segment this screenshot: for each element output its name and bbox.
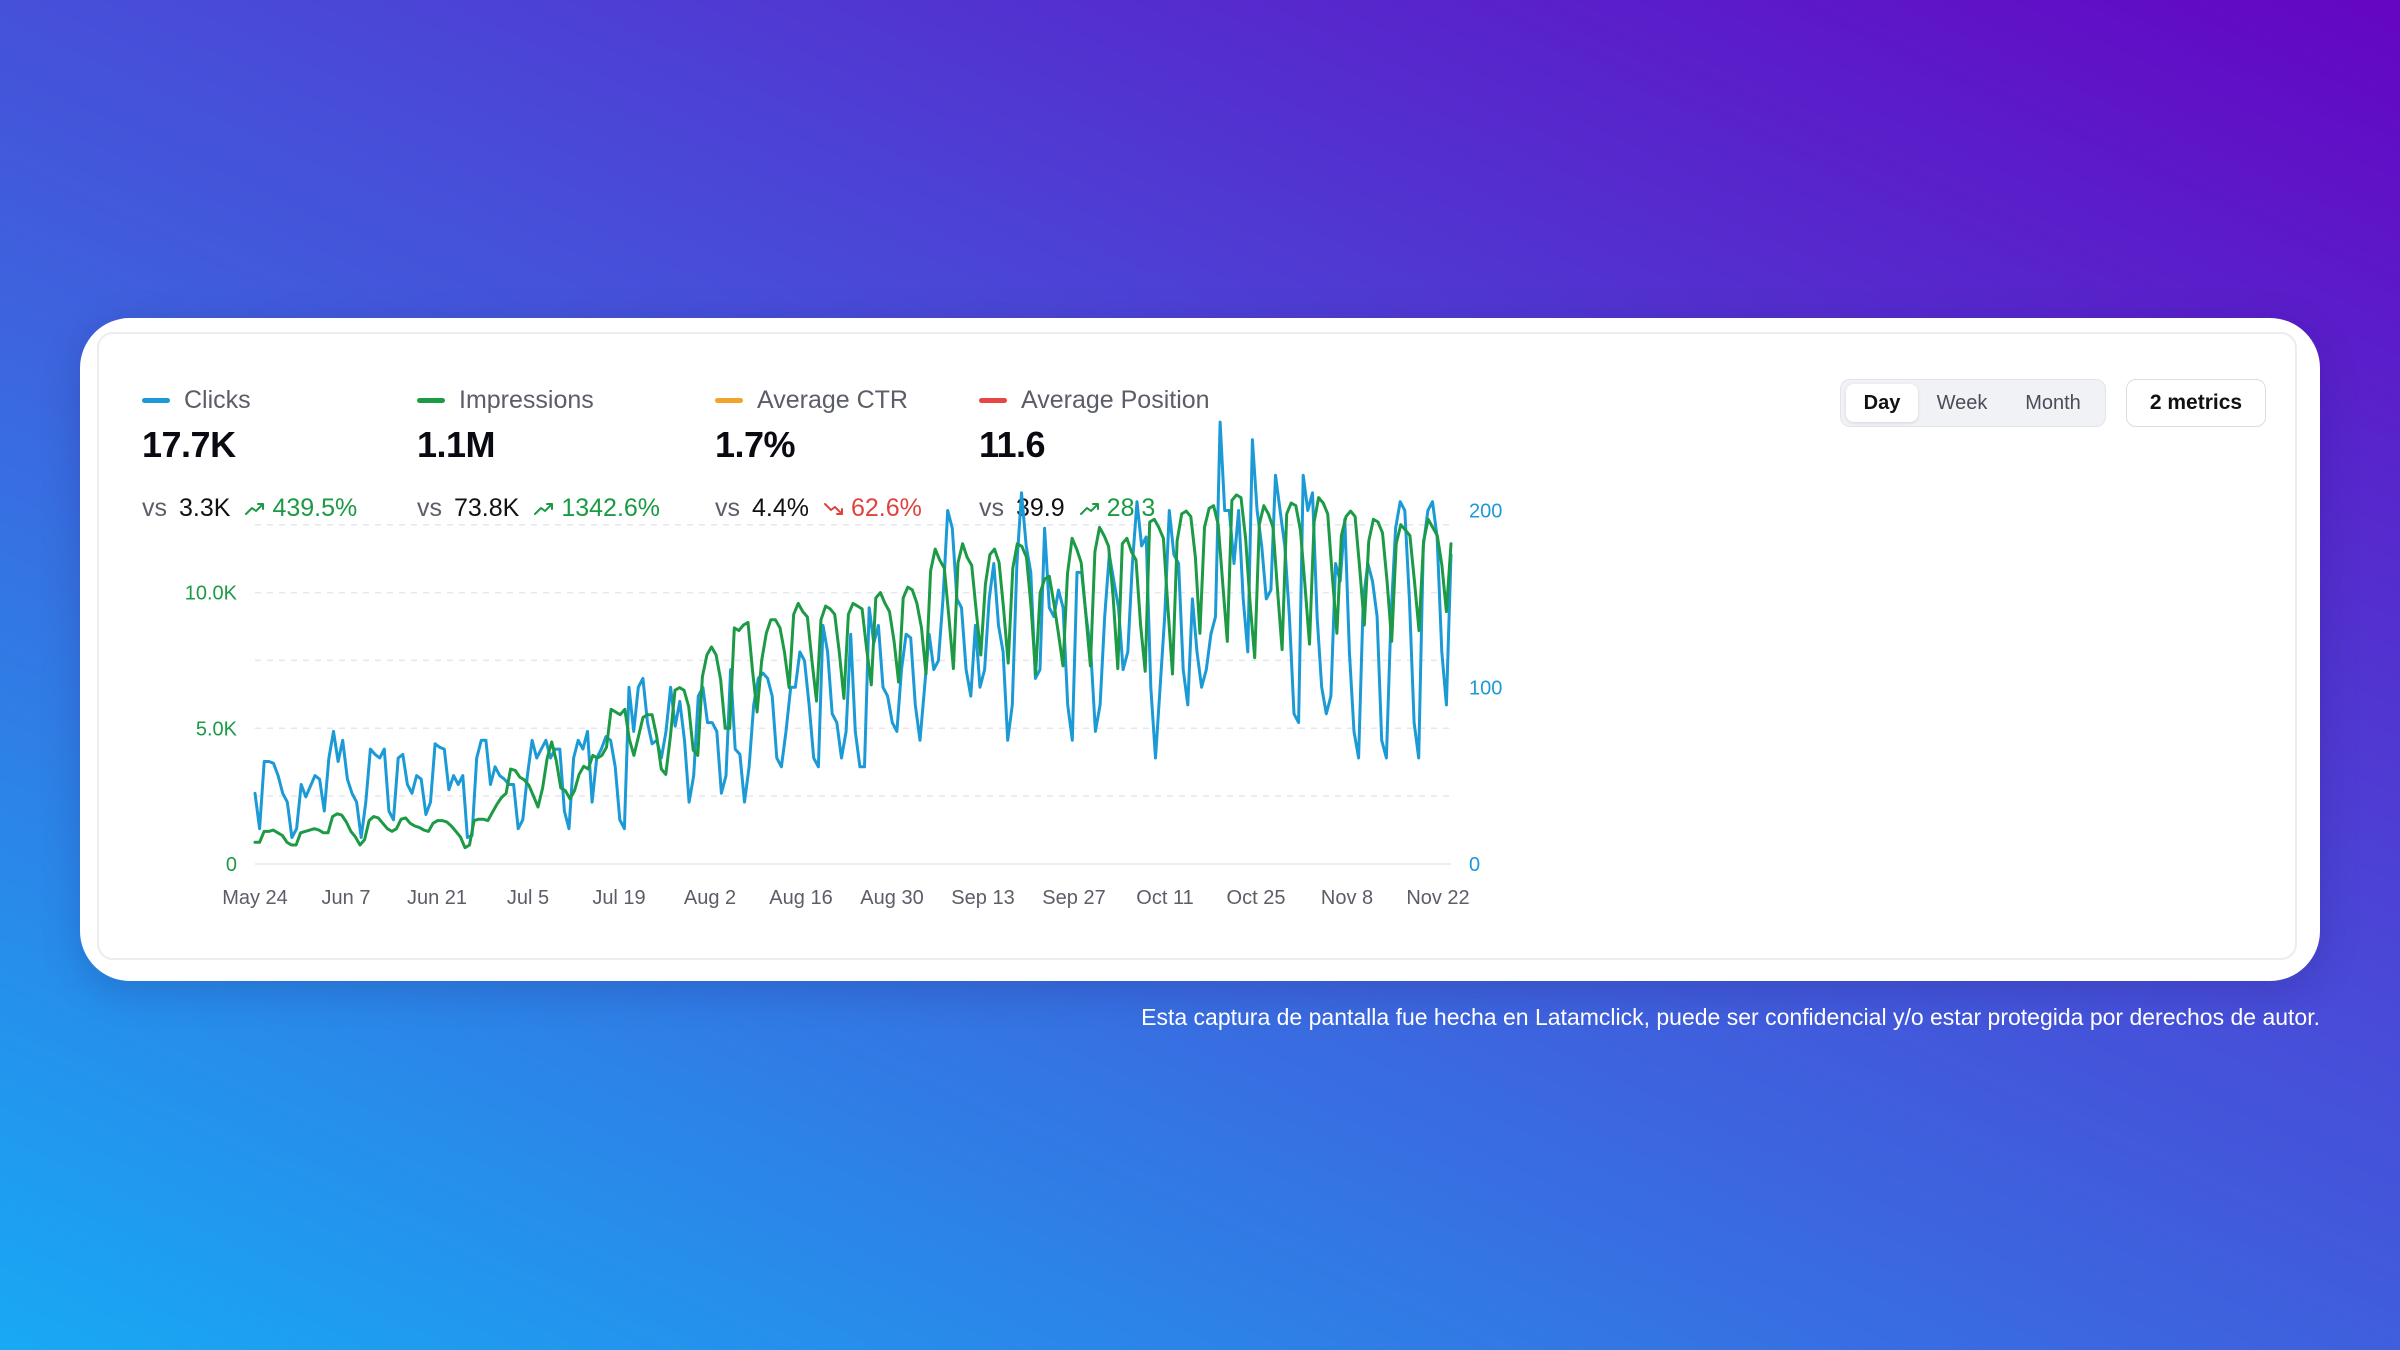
trend-arrow-icon <box>823 502 843 515</box>
trend-arrow-icon <box>1079 502 1099 515</box>
kpi-value: 1.7% <box>715 424 796 465</box>
change-value: 62.6% <box>850 494 922 522</box>
kpi-value: 17.7K <box>142 424 236 465</box>
metrics-select-button[interactable]: 2 metrics <box>2126 379 2266 427</box>
change-indicator: 1342.6% <box>533 494 660 523</box>
previous-value: 4.4% <box>752 494 809 522</box>
performance-card: Clicks 17.7K vs 3.3K 439.5% Impressions … <box>97 332 2297 960</box>
vs-label: vs <box>417 494 442 522</box>
kpi-comparison: vs 4.4% 62.6% <box>715 494 922 523</box>
x-axis-tick-label: Aug 30 <box>860 887 923 909</box>
change-value: 439.5% <box>272 494 358 522</box>
change-indicator: 439.5% <box>244 494 357 523</box>
period-toggle: Day Week Month <box>1840 379 2106 427</box>
trend-arrow-icon <box>245 502 265 515</box>
kpi-label: Average Position <box>1021 386 1210 414</box>
change-value: 28.3 <box>1106 494 1156 522</box>
performance-line-chart: 0 5.0K 10.0K 0 100 200 May 24 Jun 7 Jun 21 Jul … <box>185 420 1502 909</box>
impressions-series-line <box>253 493 1453 850</box>
x-axis-tick-label: May 24 <box>222 887 288 909</box>
clicks-legend-swatch <box>142 398 170 403</box>
left-axis-tick-label: 10.0K <box>185 583 238 605</box>
x-axis-tick-label: Jul 19 <box>592 887 645 909</box>
vs-label: vs <box>142 494 167 522</box>
x-axis: May 24 Jun 7 Jun 21 Jul 5 Jul 19 Aug 2 Aug 16 A… <box>222 887 1469 909</box>
right-axis-tick-label: 0 <box>1469 854 1480 876</box>
copyright-footnote: Esta captura de pantalla fue hecha en La… <box>1141 1004 2320 1030</box>
x-axis-tick-label: Oct 25 <box>1227 887 1286 909</box>
period-month-button[interactable]: Month <box>2025 392 2081 414</box>
x-axis-tick-label: Sep 13 <box>951 887 1014 909</box>
x-axis-tick-label: Oct 11 <box>1136 887 1193 909</box>
change-value: 1342.6% <box>561 494 661 522</box>
x-axis-tick-label: Jun 21 <box>407 887 467 909</box>
right-y-axis: 0 100 200 <box>1469 501 1502 876</box>
right-axis-tick-label: 100 <box>1469 677 1502 699</box>
x-axis-tick-label: Jun 7 <box>322 887 371 909</box>
vs-label: vs <box>715 494 740 522</box>
right-axis-tick-label: 200 <box>1469 501 1502 523</box>
ctr-legend-swatch <box>715 398 743 403</box>
kpi-value: 11.6 <box>979 424 1046 465</box>
x-axis-tick-label: Sep 27 <box>1042 887 1105 909</box>
kpi-label: Average CTR <box>757 386 908 414</box>
x-axis-tick-label: Aug 16 <box>769 887 832 909</box>
period-day-button[interactable]: Day <box>1846 384 1918 422</box>
chart-series <box>253 420 1453 850</box>
x-axis-tick-label: Nov 22 <box>1406 887 1469 909</box>
trend-arrow-icon <box>534 502 554 515</box>
change-indicator: 62.6% <box>823 494 922 523</box>
left-axis-tick-label: 0 <box>226 854 237 876</box>
previous-value: 73.8K <box>454 494 520 522</box>
kpi-comparison: vs 3.3K 439.5% <box>142 494 357 523</box>
position-legend-swatch <box>979 398 1007 403</box>
x-axis-tick-label: Nov 8 <box>1321 887 1373 909</box>
left-axis-tick-label: 5.0K <box>196 718 238 740</box>
previous-value: 3.3K <box>179 494 231 522</box>
chart-panel: Clicks 17.7K vs 3.3K 439.5% Impressions … <box>80 318 2320 981</box>
left-y-axis: 0 5.0K 10.0K <box>185 583 238 876</box>
kpi-label: Clicks <box>184 386 251 414</box>
period-week-button[interactable]: Week <box>1936 392 1988 414</box>
vs-label: vs <box>979 494 1004 522</box>
clicks-series-line <box>253 420 1453 839</box>
x-axis-tick-label: Aug 2 <box>684 887 736 909</box>
x-axis-tick-label: Jul 5 <box>507 887 549 909</box>
kpi-label: Impressions <box>459 386 594 414</box>
kpi-value: 1.1M <box>417 424 496 465</box>
kpi-comparison: vs 73.8K 1342.6% <box>417 494 660 523</box>
impressions-legend-swatch <box>417 398 445 403</box>
change-indicator: 28.3 <box>1079 494 1156 523</box>
